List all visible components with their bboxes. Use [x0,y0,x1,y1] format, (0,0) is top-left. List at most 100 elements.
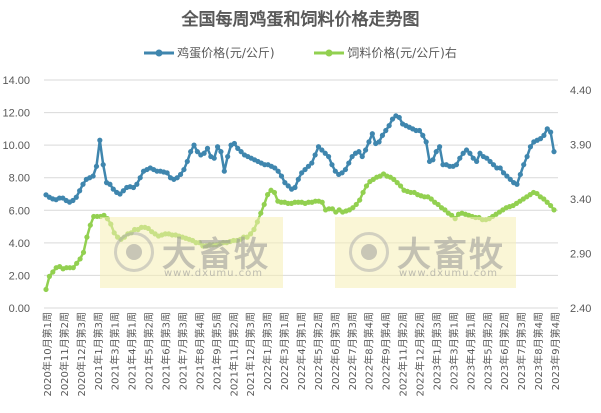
data-point [357,197,363,203]
x-tick-label: 2020年10月第1周 [41,312,54,397]
y-right-tick-label: 2.40 [570,303,591,315]
data-point [211,155,217,161]
data-point [77,256,83,262]
data-point [332,168,338,174]
data-point [514,181,520,187]
data-point [551,207,557,213]
data-point [107,181,113,187]
data-point [322,150,328,156]
data-point [77,188,83,194]
data-point [534,190,540,197]
data-point [474,158,480,165]
x-tick-label: 2021年3月第1周 [109,312,122,390]
data-point [137,175,143,181]
y-left-tick-label: 12.00 [2,108,30,120]
x-tick-label: 2023年9月第4周 [549,312,562,390]
data-point [101,212,107,218]
y-left-tick-label: 4.00 [9,238,30,250]
data-point [420,132,426,138]
watermark-url: www.dxumu.com [164,268,264,279]
x-tick-label: 2022年9月第4周 [380,312,393,390]
data-point [221,168,227,174]
y-left-tick-label: 10.00 [2,140,30,152]
data-point [93,163,100,169]
data-point [453,162,460,168]
data-point [275,168,281,174]
data-point [547,202,554,209]
data-point [389,116,396,122]
data-point [272,165,278,171]
data-point [396,114,402,121]
x-tick-label: 2020年12月第3周 [75,312,88,397]
x-axis: 2020年10月第1周 2020年11月第2周 2020年12月第3周 2021年1月… [41,312,562,397]
x-tick-label: 2021年8月第4周 [193,312,206,390]
x-tick-label: 2022年12月第2周 [414,312,427,397]
data-point [177,171,184,178]
data-point [497,165,503,171]
data-point [359,153,365,160]
data-point [435,201,441,208]
x-tick-label: 2021年1月第3周 [92,312,105,390]
data-point [363,147,369,153]
data-point [500,170,507,176]
y-left-tick-label: 8.00 [9,173,30,185]
chart-legend: 鸡蛋价格(元/公斤) 饲料价格(元/公斤)右 [0,44,601,61]
x-tick-label: 2023年3月第1周 [447,312,460,390]
data-point [360,189,366,196]
legend-label-egg: 鸡蛋价格(元/公斤) [177,46,275,60]
x-tick-label: 2022年4月第1周 [295,312,308,390]
series-egg-price [43,113,557,205]
data-point [204,145,211,151]
data-point [201,150,207,156]
data-point [191,142,197,148]
data-point [369,131,375,137]
data-point [342,166,349,173]
x-tick-label: 2022年7月第3周 [346,312,359,390]
data-point [87,222,93,228]
data-point [134,181,140,187]
data-point [376,139,382,145]
data-point [504,173,510,179]
x-tick-label: 2022年3月第1周 [278,312,291,390]
data-point [467,150,473,156]
x-tick-label: 2023年4月第1周 [464,312,477,390]
data-point [363,183,370,189]
data-point [457,155,463,161]
data-point [541,132,547,138]
data-point [349,153,355,160]
data-point [312,152,318,158]
data-point [541,196,547,202]
data-point [238,149,244,155]
data-point [350,205,356,211]
x-tick-label: 2021年5月第2周 [143,312,156,390]
data-point [43,286,49,293]
data-point [366,139,372,145]
data-point [130,184,137,191]
data-point [487,158,493,165]
data-point [527,144,534,150]
y-left-tick-label: 14.00 [2,75,30,87]
watermark-eye-icon [114,232,154,272]
data-point [292,184,298,191]
data-point [391,176,397,182]
legend-line-marker-icon [144,49,175,56]
data-point [383,127,389,134]
data-point [484,155,490,161]
data-point [463,147,470,153]
legend-line-marker-icon [314,49,345,56]
x-tick-label: 2023年8月第4周 [532,312,545,390]
data-point [117,191,123,197]
data-point [394,180,400,186]
watermark-box: 大畜牧 www.dxumu.com [100,217,283,288]
x-tick-label: 2021年4月第1周 [126,312,139,390]
data-point [477,150,483,156]
data-point [430,157,436,163]
data-point [507,176,513,182]
x-tick-label: 2021年6月第3周 [160,312,173,390]
data-point [423,139,429,145]
x-tick-label: 2023年1月第3周 [430,312,443,390]
data-point [544,126,550,132]
data-point [433,149,439,155]
data-point [442,207,448,213]
